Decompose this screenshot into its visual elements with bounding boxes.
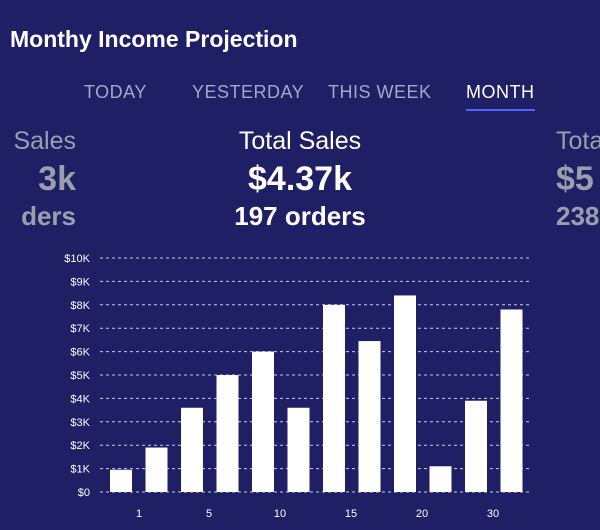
sales-card-current: Total Sales $4.37k 197 orders xyxy=(0,126,600,232)
y-tick-label: $1K xyxy=(70,464,90,476)
bar-23[interactable] xyxy=(500,309,523,492)
card-amount: 3k xyxy=(38,160,76,198)
y-tick-label: $4K xyxy=(70,393,90,405)
x-tick-label: 20 xyxy=(416,508,428,520)
card-orders: ders xyxy=(21,201,76,231)
tab-this-week[interactable]: THIS WEEK xyxy=(328,82,432,102)
card-orders: 238 xyxy=(556,201,600,231)
bar-19[interactable] xyxy=(429,466,452,492)
sales-card-next[interactable]: Tota $5 238 xyxy=(556,126,600,232)
tab-today[interactable]: TODAY xyxy=(84,82,147,102)
bar-21[interactable] xyxy=(465,400,487,492)
bar-17[interactable] xyxy=(394,295,416,492)
card-amount: $5 xyxy=(556,160,594,198)
bar-7[interactable] xyxy=(216,375,239,492)
y-tick-label: $0 xyxy=(78,487,90,499)
bar-11[interactable] xyxy=(287,407,310,492)
bar-9[interactable] xyxy=(252,351,274,492)
page-title: Monthy Income Projection xyxy=(10,26,298,52)
y-tick-label: $6K xyxy=(70,347,90,359)
bar-3[interactable] xyxy=(145,447,168,492)
x-tick-label: 15 xyxy=(345,508,357,520)
y-tick-label: $5K xyxy=(70,370,90,382)
y-tick-label: $10K xyxy=(64,253,90,265)
tab-month[interactable]: MONTH xyxy=(466,82,535,111)
x-tick-label: 1 xyxy=(136,508,142,520)
x-tick-label: 5 xyxy=(206,508,212,520)
y-tick-label: $2K xyxy=(70,440,90,452)
period-tabs: TODAY YESTERDAY THIS WEEK MONTH xyxy=(0,82,600,114)
y-tick-label: $7K xyxy=(70,323,90,335)
card-orders: 197 orders xyxy=(234,201,366,231)
card-label: Sales xyxy=(13,127,76,155)
y-tick-label: $3K xyxy=(70,417,90,429)
bar-15[interactable] xyxy=(358,341,381,492)
x-tick-label: 10 xyxy=(274,508,286,520)
card-label: Total Sales xyxy=(238,127,362,155)
card-amount: $4.37k xyxy=(248,160,352,198)
x-tick-label: 30 xyxy=(487,508,499,520)
tab-yesterday[interactable]: YESTERDAY xyxy=(192,82,305,102)
sales-card-previous[interactable]: Sales 3k ders xyxy=(0,126,76,232)
card-label: Tota xyxy=(556,127,600,155)
y-tick-label: $8K xyxy=(70,300,90,312)
bar-1[interactable] xyxy=(110,469,132,492)
bar-5[interactable] xyxy=(181,407,203,492)
y-tick-label: $9K xyxy=(70,276,90,288)
bar-13[interactable] xyxy=(323,304,345,492)
